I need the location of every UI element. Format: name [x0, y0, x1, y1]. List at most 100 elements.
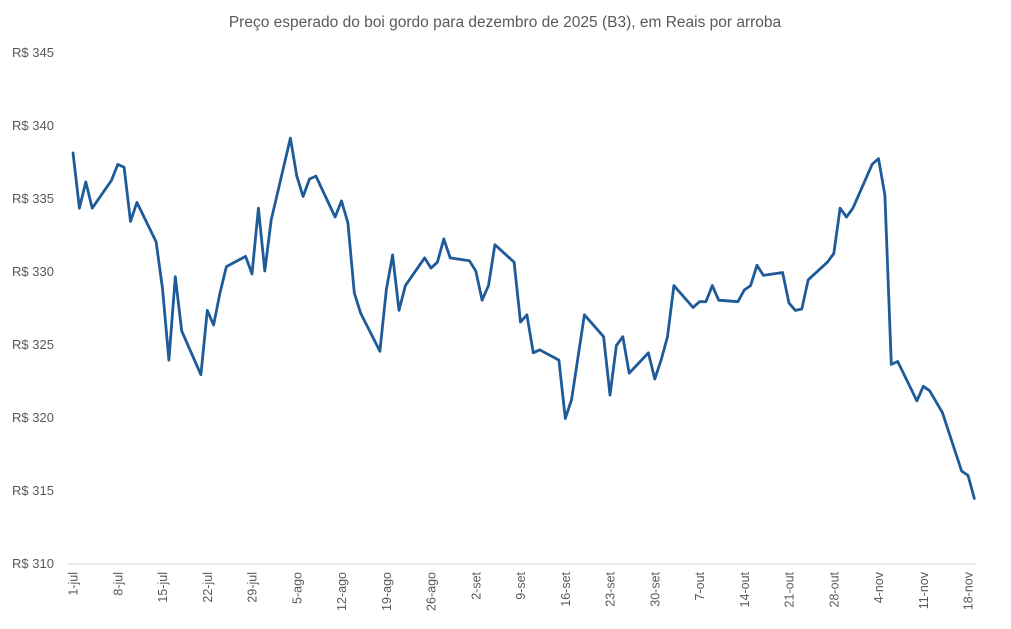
data-point	[270, 218, 273, 222]
data-point	[838, 207, 842, 210]
data-point	[826, 261, 829, 264]
data-point	[468, 259, 471, 262]
data-point	[474, 269, 477, 273]
data-point	[333, 215, 337, 219]
chart-title: Preço esperado do boi gordo para dezembr…	[229, 14, 782, 31]
x-tick-label: 30-set	[648, 571, 662, 606]
y-tick-label: R$ 310	[12, 556, 54, 571]
data-point	[512, 261, 516, 264]
x-tick-label: 11-nov	[917, 571, 931, 609]
data-point	[199, 373, 203, 376]
x-tick-label: 15-jul	[156, 572, 170, 603]
x-tick-label: 18-nov	[962, 571, 976, 610]
data-point	[116, 163, 120, 166]
data-point	[314, 174, 318, 178]
data-point	[487, 284, 490, 287]
data-point	[71, 151, 75, 154]
x-tick-label: 23-set	[604, 571, 618, 606]
data-point	[736, 300, 740, 303]
data-point	[263, 269, 266, 273]
y-tick-label: R$ 345	[12, 45, 54, 60]
data-point	[691, 306, 695, 309]
data-point	[794, 309, 797, 312]
data-point	[602, 335, 605, 338]
data-point	[244, 255, 247, 258]
y-tick-label: R$ 340	[12, 118, 54, 133]
data-point	[391, 253, 394, 257]
data-point	[781, 271, 784, 274]
data-point	[653, 377, 656, 381]
data-point	[941, 411, 944, 414]
data-point	[218, 291, 222, 295]
x-tick-label: 26-ago	[425, 572, 439, 611]
data-point	[429, 266, 433, 270]
data-point	[480, 299, 484, 302]
data-point	[698, 300, 701, 303]
x-tick-label: 29-jul	[246, 572, 260, 603]
data-point	[225, 265, 228, 268]
data-point	[672, 284, 676, 287]
x-tick-label: 1-jul	[67, 572, 81, 596]
x-tick-label: 5-ago	[290, 572, 304, 604]
x-tick-label: 16-set	[559, 571, 573, 606]
data-point	[423, 256, 426, 260]
data-point	[870, 163, 874, 166]
data-point	[755, 264, 759, 267]
data-point	[564, 417, 567, 420]
data-point	[628, 372, 631, 375]
data-point	[346, 221, 350, 224]
data-point	[928, 389, 931, 392]
data-point	[717, 299, 720, 302]
data-point	[180, 329, 183, 333]
data-point	[84, 180, 88, 184]
x-tick-label: 8-jul	[111, 572, 125, 596]
data-point	[922, 385, 925, 388]
data-point	[583, 313, 586, 316]
data-point	[787, 301, 791, 305]
data-point	[250, 272, 254, 276]
data-point	[301, 195, 305, 198]
x-tick-label: 7-out	[693, 571, 707, 600]
data-point	[615, 344, 618, 347]
data-point	[174, 275, 177, 278]
data-point	[493, 243, 497, 246]
data-point	[666, 335, 669, 338]
x-tick-label: 19-ago	[380, 572, 394, 611]
data-point	[890, 363, 893, 366]
data-point	[877, 157, 880, 160]
x-tick-label: 14-out	[738, 571, 752, 607]
data-point	[404, 284, 407, 287]
data-point	[704, 300, 708, 303]
data-point	[966, 474, 970, 477]
data-point	[161, 287, 164, 290]
data-point	[436, 261, 439, 264]
data-point	[845, 215, 848, 219]
data-point	[973, 497, 976, 500]
data-point	[289, 136, 292, 140]
x-tick-label: 4-nov	[872, 571, 886, 603]
series-group	[71, 136, 976, 500]
data-point	[340, 199, 343, 203]
data-point	[167, 358, 171, 362]
data-point	[385, 288, 388, 292]
data-point	[608, 393, 612, 397]
data-point	[621, 335, 624, 338]
x-tick-label: 28-out	[827, 571, 841, 607]
data-point	[257, 207, 260, 210]
data-point	[570, 398, 573, 401]
data-point	[832, 252, 835, 255]
data-point	[154, 240, 158, 243]
x-tick-label: 12-ago	[335, 572, 349, 611]
data-point	[397, 309, 401, 312]
data-point	[449, 256, 452, 260]
data-point	[308, 177, 311, 181]
data-point	[807, 278, 810, 281]
data-point	[129, 220, 132, 223]
x-tick-label: 2-set	[469, 571, 483, 599]
data-point	[353, 291, 356, 295]
data-point	[743, 288, 746, 292]
data-point	[762, 274, 765, 277]
series-line	[71, 136, 976, 500]
data-point	[557, 358, 561, 362]
